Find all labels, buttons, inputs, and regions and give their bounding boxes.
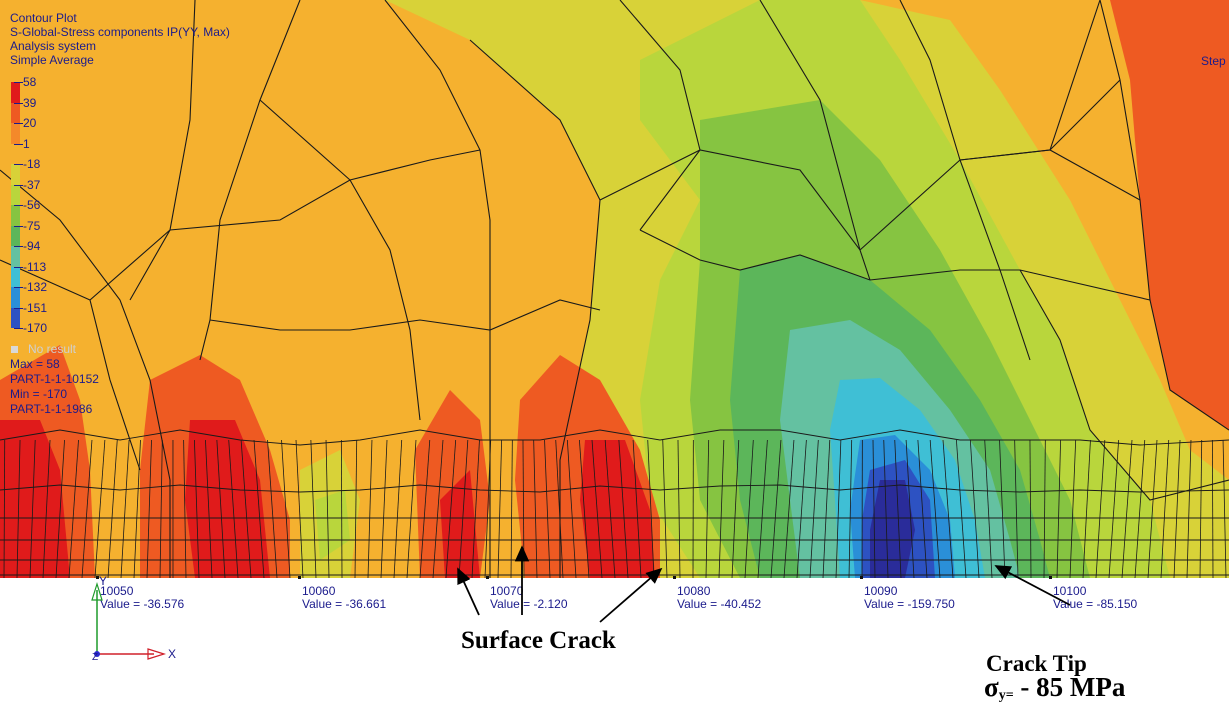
probe-node-dot <box>673 576 676 579</box>
legend-averaging: Simple Average <box>10 53 94 67</box>
legend-tick <box>14 307 23 309</box>
legend-level-label: 1 <box>23 136 30 151</box>
probe-node-dot <box>1049 576 1052 579</box>
legend-tick <box>14 328 23 329</box>
legend-no-result: No result <box>11 342 76 356</box>
legend-tick <box>14 143 23 145</box>
no-result-label: No result <box>28 342 77 356</box>
sigma-subscript: y= <box>998 688 1014 703</box>
probe-value: Value = -36.661 <box>302 597 387 611</box>
sigma-symbol: σ <box>984 672 999 702</box>
legend-level-label: 58 <box>23 75 37 89</box>
probe-node-dot <box>486 576 489 579</box>
legend-level-label: -94 <box>23 239 41 253</box>
probe-node-id: 10090 <box>864 584 898 598</box>
crack-tip-label: Crack Tip <box>986 651 1087 676</box>
legend-swatch <box>11 307 20 328</box>
legend-swatch <box>11 102 20 123</box>
probe-readout: 10050 Value = -36.576 <box>100 585 184 611</box>
legend-tick <box>14 266 23 268</box>
legend-tick <box>14 184 23 186</box>
max-id: PART-1-1-10152 <box>10 372 99 386</box>
axis-triad: Y X Z <box>91 576 176 663</box>
legend-swatch <box>11 164 20 185</box>
legend-tick <box>14 164 23 165</box>
probe-node-id: 10060 <box>302 584 336 598</box>
axis-x-label: X <box>168 647 176 661</box>
legend-tick <box>14 205 23 206</box>
step-label: Step <box>1201 54 1226 68</box>
legend-system: Analysis system <box>10 39 97 53</box>
legend-variable: S-Global-Stress components IP(YY, Max) <box>10 25 230 39</box>
sigma-y-label: σy= - 85 MPa <box>984 672 1125 704</box>
legend-level-label: -170 <box>23 321 48 335</box>
legend-level-label: -18 <box>23 157 41 171</box>
probe-node-dot <box>860 576 863 579</box>
min-label: Min = -170 <box>10 387 68 401</box>
probe-value: Value = -2.120 <box>490 597 568 611</box>
legend-level-label: 39 <box>23 95 37 110</box>
legend-swatch <box>11 225 20 246</box>
legend-level-label: -56 <box>23 198 41 212</box>
legend-max-min: Max = 58 PART-1-1-10152 Min = -170 PART-… <box>10 357 99 417</box>
probe-value: Value = -40.452 <box>677 597 762 611</box>
legend-color-bar <box>11 82 20 328</box>
legend-swatch <box>11 287 20 308</box>
probe-value: Value = -159.750 <box>864 597 955 611</box>
probe-value: Value = -85.150 <box>1053 597 1138 611</box>
legend-swatch <box>11 246 20 267</box>
axis-z-label: Z <box>92 652 98 663</box>
axis-y-label: Y <box>99 576 107 588</box>
sigma-value: - 85 MPa <box>1013 672 1126 702</box>
probe-readout: 10090 Value = -159.750 <box>864 585 955 611</box>
legend-level-label: -37 <box>23 177 41 192</box>
legend-tick <box>14 82 23 83</box>
legend-swatch <box>11 184 20 205</box>
legend-level-label: -151 <box>23 300 48 315</box>
legend-header: Contour Plot S-Global-Stress components … <box>10 11 230 67</box>
probe-node-dot <box>96 576 99 579</box>
no-result-swatch <box>11 346 18 353</box>
legend-tick <box>14 123 23 124</box>
legend-tick <box>14 225 23 227</box>
min-id: PART-1-1-1986 <box>10 402 93 416</box>
probe-readout: 10060 Value = -36.661 <box>302 585 386 611</box>
probe-node-id: 10080 <box>677 584 711 598</box>
surface-crack-label: Surface Crack <box>461 627 616 654</box>
probe-readout: 10070 Value = -2.120 <box>490 585 568 611</box>
legend-title: Contour Plot <box>10 11 77 25</box>
probe-readout: 10080 Value = -40.452 <box>677 585 761 611</box>
legend-level-label: -113 <box>23 259 47 274</box>
legend-swatch <box>11 123 20 144</box>
legend-swatch <box>11 205 20 226</box>
max-label: Max = 58 <box>10 357 60 371</box>
legend-level-label: 20 <box>23 116 37 130</box>
legend-tick <box>14 102 23 104</box>
legend-level-label: -75 <box>23 218 41 233</box>
legend-tick <box>14 287 23 288</box>
probe-node-dot <box>298 576 301 579</box>
legend-swatch <box>11 266 20 287</box>
probe-readout: 10100 Value = -85.150 <box>1053 585 1137 611</box>
probe-node-id: 10050 <box>100 584 134 598</box>
legend-level-label: -132 <box>23 280 48 294</box>
contour-plot-canvas <box>0 0 1229 578</box>
probe-value: Value = -36.576 <box>100 597 185 611</box>
legend-tick <box>14 246 23 247</box>
legend-swatch <box>11 143 20 164</box>
legend-swatch <box>11 82 20 103</box>
probe-node-id: 10070 <box>490 584 524 598</box>
contour-viewport[interactable]: Contour Plot S-Global-Stress components … <box>0 0 1229 578</box>
